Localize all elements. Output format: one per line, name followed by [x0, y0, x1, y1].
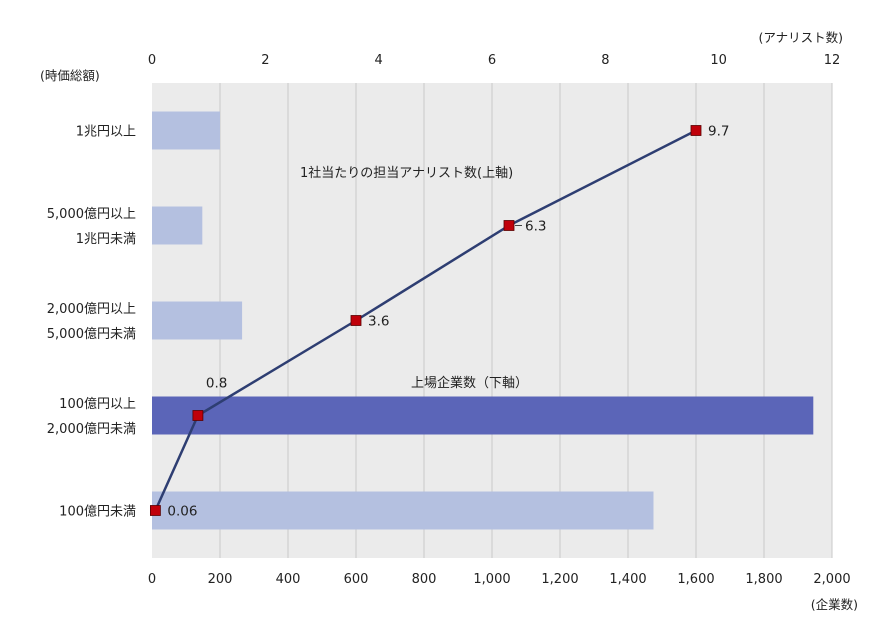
line-series-label: 1社当たりの担当アナリスト数(上軸): [300, 165, 513, 181]
top-tick-label: 8: [601, 53, 609, 68]
bottom-tick-label: 1,600: [677, 572, 714, 587]
line-marker: [503, 220, 515, 231]
bottom-tick-label: 0: [148, 572, 156, 587]
top-tick-label: 10: [710, 53, 727, 68]
data-label: 6.3: [525, 219, 546, 235]
bottom-tick-label: 400: [276, 572, 301, 587]
bottom-axis-ticks: 0 200 400 600 800 1,000 1,200 1,400 1,600 1,800 2,…: [148, 572, 851, 587]
category-label: 1兆円以上: [76, 125, 136, 140]
line-marker: [350, 315, 362, 326]
top-tick-label: 12: [824, 53, 841, 68]
bar: [152, 491, 654, 530]
category-label: 2,000億円以上: [47, 301, 136, 317]
bar: [152, 206, 203, 245]
category-label: 100億円以上: [59, 396, 136, 412]
category-label: 5,000億円未満: [47, 326, 136, 342]
line-marker: [690, 125, 702, 136]
bottom-tick-label: 2,000: [813, 572, 850, 587]
bar-series-label: 上場企業数（下軸）: [411, 375, 528, 391]
top-tick-label: 6: [488, 53, 496, 68]
data-label: 0.8: [206, 376, 227, 392]
data-label: 3.6: [368, 314, 389, 330]
y-axis-label: (時価総額): [40, 68, 100, 83]
bottom-tick-label: 1,800: [745, 572, 782, 587]
category-label: 2,000億円未満: [47, 421, 136, 437]
data-label: 0.06: [167, 504, 197, 520]
bar: [152, 111, 220, 150]
top-tick-label: 0: [148, 53, 156, 68]
bar: [152, 301, 243, 340]
bars: [152, 111, 814, 530]
category-label: 5,000億円以上: [47, 206, 136, 222]
bottom-tick-label: 800: [412, 572, 437, 587]
line-series: 9.7 6.3 3.6 0.8 0.06: [149, 124, 729, 520]
line-marker: [192, 410, 204, 421]
top-axis-unit: (アナリスト数): [758, 30, 843, 45]
category-label: 100億円未満: [59, 504, 136, 520]
data-label: 9.7: [708, 124, 729, 140]
bottom-tick-label: 200: [208, 572, 233, 587]
bottom-axis-unit: (企業数): [811, 597, 858, 612]
category-label: 1兆円未満: [76, 232, 136, 247]
top-tick-label: 2: [261, 53, 269, 68]
bottom-tick-label: 600: [344, 572, 369, 587]
bottom-tick-label: 1,000: [473, 572, 510, 587]
bottom-tick-label: 1,400: [609, 572, 646, 587]
line-marker: [149, 505, 161, 516]
category-labels: 1兆円以上 5,000億円以上 1兆円未満 2,000億円以上 5,000億円未満 100…: [47, 125, 136, 520]
top-axis-ticks: 0 2 4 6 8 10 12: [148, 53, 840, 68]
bottom-tick-label: 1,200: [541, 572, 578, 587]
top-tick-label: 4: [375, 53, 383, 68]
bar: [152, 396, 814, 435]
